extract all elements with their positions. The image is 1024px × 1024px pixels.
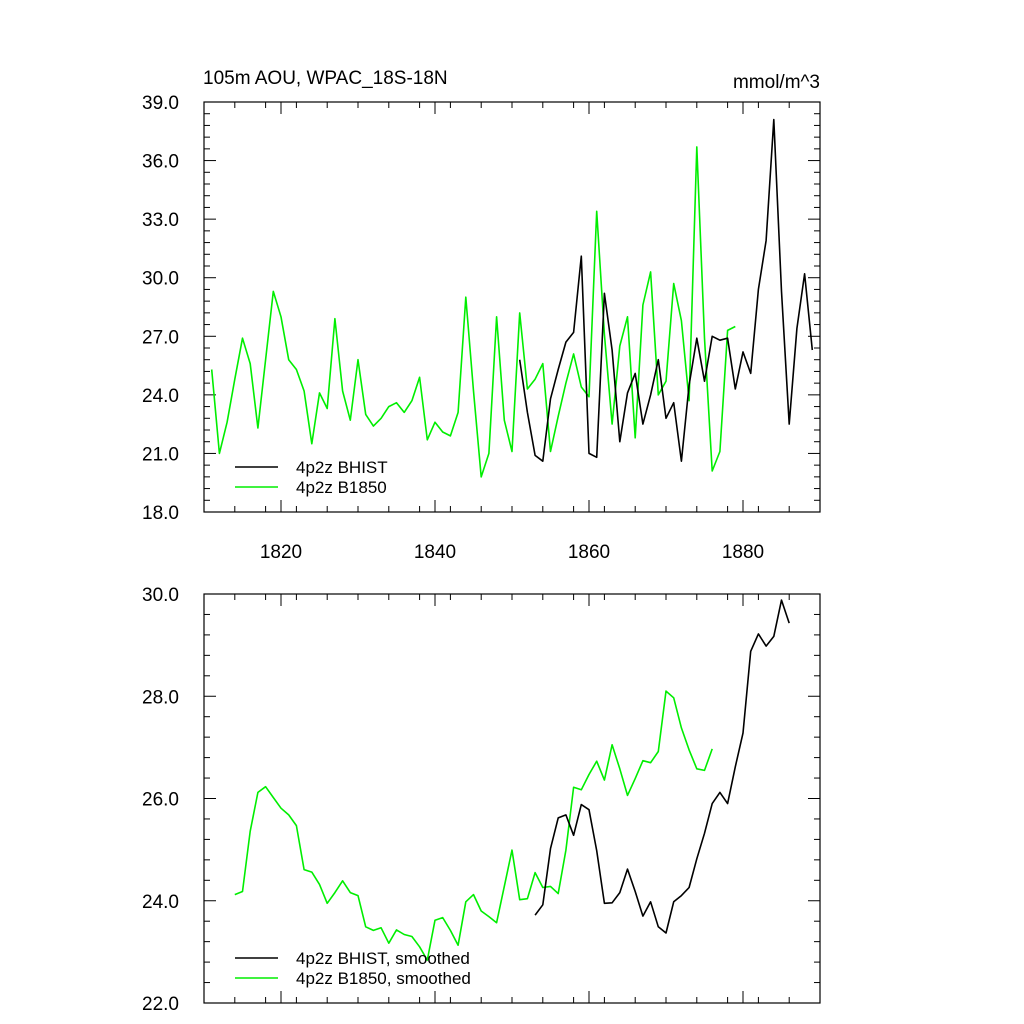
series-line-b1850: [210, 146, 736, 478]
series-line-bhist: [534, 599, 790, 934]
legend-label: 4p2z B1850: [296, 478, 387, 497]
y-tick-label: 24.0: [142, 892, 179, 913]
series-line-bhist: [518, 118, 814, 463]
legend-label: 4p2z BHIST: [296, 458, 388, 477]
y-tick-label: 22.0: [142, 994, 179, 1015]
y-tick-label: 18.0: [142, 503, 179, 524]
legend-label: 4p2z B1850, smoothed: [296, 969, 471, 988]
y-tick-label: 21.0: [142, 444, 179, 465]
y-tick-label: 30.0: [142, 585, 179, 606]
x-tick-label: 1820: [260, 542, 302, 563]
top-panel: 1820 1840 1860 1880 18.0 21.0 24.0 27.0 30.0 33.0…: [142, 93, 821, 563]
y-tick-label: 33.0: [142, 210, 179, 231]
y-tick-label: 27.0: [142, 327, 179, 348]
bottom-panel: 22.0 24.0 26.0 28.0 30.0 4p2z BHIST, smoothed…: [142, 585, 821, 1015]
units-label: mmol/m^3: [733, 72, 820, 93]
y-tick-label: 28.0: [142, 687, 179, 708]
y-tick-label: 24.0: [142, 386, 179, 407]
y-tick-label: 39.0: [142, 93, 179, 114]
series-line-b1850: [234, 690, 713, 961]
chart-title: 105m AOU, WPAC_18S-18N: [203, 68, 448, 89]
x-tick-label: 1860: [568, 542, 610, 563]
y-tick-label: 36.0: [142, 152, 179, 173]
x-tick-label: 1840: [414, 542, 456, 563]
legend-label: 4p2z BHIST, smoothed: [296, 949, 470, 968]
plot-frame: [203, 593, 821, 1004]
x-tick-label: 1880: [722, 542, 764, 563]
y-tick-label: 30.0: [142, 269, 179, 290]
y-tick-label: 26.0: [142, 790, 179, 811]
